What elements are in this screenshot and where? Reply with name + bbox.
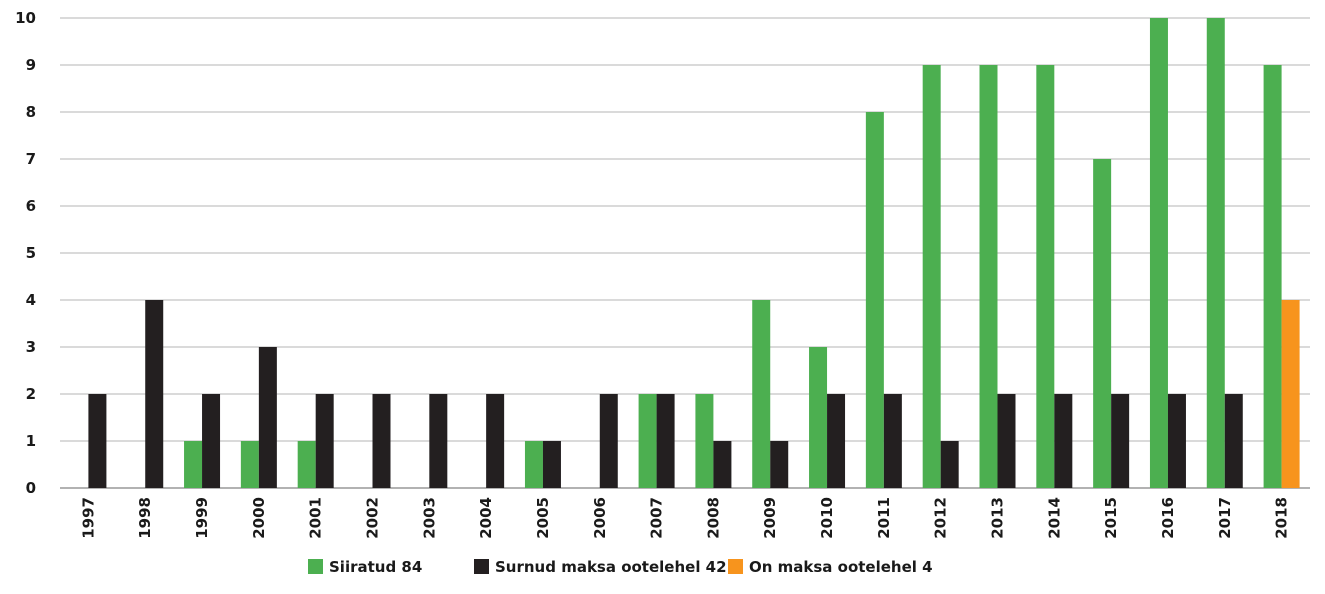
bar-2004-series-1	[486, 394, 505, 488]
bars	[88, 18, 1300, 488]
x-axis-ticks: 1997 1998 1999 2000 2001 2002 2003 2004 2005 2006…	[79, 497, 1290, 539]
x-tick-label: 2013	[989, 497, 1007, 539]
x-tick-label: 2016	[1159, 497, 1177, 539]
y-tick-label: 1	[26, 432, 36, 450]
bar-2003-series-1	[429, 394, 448, 488]
x-tick-label: 2008	[704, 497, 722, 539]
x-tick-label: 2010	[818, 497, 836, 539]
bar-2013-series-0	[979, 65, 998, 488]
bar-2002-series-1	[372, 394, 391, 488]
bar-2008-series-1	[713, 441, 732, 488]
x-tick-label: 2014	[1045, 497, 1063, 539]
bar-1999-series-1	[202, 394, 221, 488]
bar-2013-series-1	[997, 394, 1016, 488]
bar-2015-series-1	[1111, 394, 1130, 488]
bar-2010-series-1	[827, 394, 846, 488]
y-tick-label: 8	[26, 103, 36, 121]
x-tick-label: 2017	[1216, 497, 1234, 539]
y-tick-label: 10	[15, 9, 36, 27]
bar-2009-series-0	[752, 300, 771, 488]
bar-2012-series-0	[922, 65, 941, 488]
legend-label: Siiratud 84	[329, 558, 422, 576]
bar-1999-series-0	[184, 441, 203, 488]
y-tick-label: 9	[26, 56, 36, 74]
bar-2008-series-0	[695, 394, 714, 488]
x-tick-label: 1999	[193, 497, 211, 539]
y-axis-ticks: 0 1 2 3 4 5 6 7 8 9 10	[15, 9, 36, 497]
y-tick-label: 4	[26, 291, 36, 309]
bar-2012-series-1	[940, 441, 959, 488]
bar-2017-series-1	[1224, 394, 1243, 488]
bar-2014-series-0	[1036, 65, 1055, 488]
legend-swatch	[308, 559, 323, 574]
bar-2007-series-0	[638, 394, 657, 488]
bar-2016-series-1	[1167, 394, 1186, 488]
legend-swatch	[474, 559, 489, 574]
y-tick-label: 6	[26, 197, 36, 215]
x-tick-label: 2009	[761, 497, 779, 539]
bar-2016-series-0	[1149, 18, 1168, 488]
x-tick-label: 2012	[932, 497, 950, 539]
bar-1998-series-1	[145, 300, 164, 488]
bar-2017-series-0	[1206, 18, 1225, 488]
bar-2006-series-1	[599, 394, 618, 488]
legend-label: Surnud maksa ootelehel 42	[495, 558, 727, 576]
x-tick-label: 2006	[591, 497, 609, 539]
bar-2011-series-0	[865, 112, 884, 488]
x-tick-label: 1998	[136, 497, 154, 539]
bar-2018-series-0	[1263, 65, 1282, 488]
x-tick-label: 2003	[420, 497, 438, 539]
bar-2010-series-0	[809, 347, 828, 488]
bar-2001-series-1	[315, 394, 334, 488]
y-tick-label: 0	[26, 479, 36, 497]
x-tick-label: 2004	[477, 497, 495, 539]
x-tick-label: 2011	[875, 497, 893, 539]
bar-2015-series-0	[1093, 159, 1112, 488]
bar-1997-series-1	[88, 394, 107, 488]
y-tick-label: 2	[26, 385, 36, 403]
y-tick-label: 3	[26, 338, 36, 356]
bar-2000-series-0	[240, 441, 259, 488]
x-tick-label: 2018	[1273, 497, 1291, 539]
bar-2009-series-1	[770, 441, 789, 488]
bar-2014-series-1	[1054, 394, 1073, 488]
x-tick-label: 2005	[534, 497, 552, 539]
x-tick-label: 2000	[250, 497, 268, 539]
bar-2011-series-1	[883, 394, 902, 488]
legend: Siiratud 84 Surnud maksa ootelehel 42 On m…	[308, 558, 933, 576]
bar-2000-series-1	[258, 347, 277, 488]
bar-2001-series-0	[297, 441, 316, 488]
bar-2018-series-2	[1281, 300, 1300, 488]
x-tick-label: 2007	[648, 497, 666, 539]
bar-2007-series-1	[656, 394, 675, 488]
legend-label: On maksa ootelehel 4	[749, 558, 933, 576]
legend-swatch	[728, 559, 743, 574]
bar-2005-series-1	[542, 441, 561, 488]
y-tick-label: 7	[26, 150, 36, 168]
x-tick-label: 2015	[1102, 497, 1120, 539]
y-tick-label: 5	[26, 244, 36, 262]
x-tick-label: 2002	[364, 497, 382, 539]
x-tick-label: 1997	[79, 497, 97, 539]
x-tick-label: 2001	[307, 497, 325, 539]
bar-2005-series-0	[524, 441, 543, 488]
